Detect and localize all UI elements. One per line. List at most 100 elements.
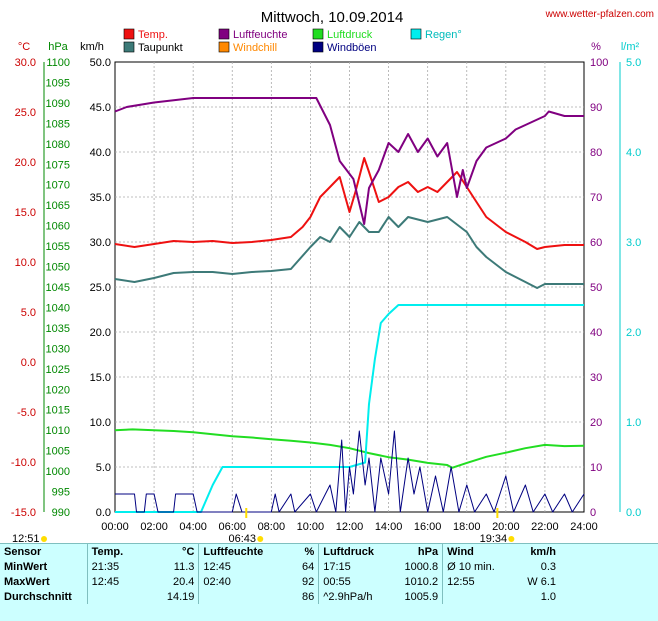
humidity-tick-label: 80 [590,147,602,159]
pressure-tick-label: 1090 [46,98,70,110]
pressure-tick-label: 1030 [46,343,70,355]
stats-header-humidity: Luftfeuchte [198,544,280,559]
series-line [115,304,584,513]
pressure-tick-label: 1035 [46,323,70,335]
legend-label: Luftfeuchte [233,29,287,41]
series-line [114,428,585,469]
rain-tick-label: 3.0 [626,237,641,249]
pressure-tick-label: 1000 [46,466,70,478]
wind-tick-label: 45.0 [90,102,111,114]
wind-tick-label: 15.0 [90,372,111,384]
temp-tick-label: 5.0 [21,307,36,319]
stats-wind-time: 12:55 [442,574,512,589]
x-tick-label: 22:00 [531,521,559,533]
humidity-unit: % [591,41,601,53]
legend-swatch [410,28,422,40]
stats-pressure-time: 00:55 [318,574,390,589]
chart-legend: Temp. Luftfeuchte Luftdruck Regen° Taupunkt W… [123,28,462,54]
stats-humidity-time: 02:40 [198,574,280,589]
pressure-tick-label: 1065 [46,200,70,212]
stats-pressure-value: 1005.9 [404,590,439,603]
legend-label: Regen° [425,29,462,41]
wind-tick-label: 25.0 [90,282,111,294]
humidity-tick-label: 50 [590,282,602,294]
stats-wind-value: 0.3 [540,560,556,573]
x-tick-label: 08:00 [258,521,286,533]
x-tick-label: 06:00 [218,521,246,533]
wind-tick-label: 50.0 [90,57,111,69]
x-tick-label: 18:00 [453,521,481,533]
series-line [114,216,584,289]
temp-tick-label: 15.0 [15,207,36,219]
pressure-tick-label: 1040 [46,302,70,314]
legend-swatch [123,28,135,40]
wind-tick-label: 30.0 [90,237,111,249]
rain-unit: l/m² [621,41,640,53]
time-label: 12:51 [12,533,40,543]
series-lines [114,97,585,513]
stats-temp-value: 20.4 [172,575,195,588]
stats-pressure-value: 1000.8 [404,560,439,573]
temp-unit: °C [18,41,30,53]
rain-tick-label: 1.0 [626,417,641,429]
humidity-tick-label: 70 [590,192,602,204]
wind-tick-label: 10.0 [90,417,111,429]
pressure-tick-label: 1005 [46,446,70,458]
pressure-tick-label: 1085 [46,118,70,130]
wind-tick-label: 35.0 [90,192,111,204]
rain-tick-label: 0.0 [626,507,641,519]
wind-tick-label: 0.0 [96,507,111,519]
plot-grid [115,62,584,512]
stats-temp-time: 21:35 [86,559,140,574]
statistics-table: Sensor Temp. °C Luftfeuchte % Luftdruck … [0,544,560,604]
stats-header-row: Sensor Temp. °C Luftfeuchte % Luftdruck … [0,544,560,559]
legend-swatch [123,41,135,53]
x-tick-label: 00:00 [101,521,129,533]
pressure-tick-label: 1045 [46,282,70,294]
stats-pressure-time: 17:15 [318,559,390,574]
legend-label: Windböen [327,42,377,54]
x-tick-label: 24:00 [570,521,598,533]
series-line [114,157,584,250]
pressure-tick-label: 1070 [46,180,70,192]
wind-unit: km/h [80,41,104,53]
stats-temp-value: 14.19 [166,590,195,603]
temp-tick-label: 30.0 [15,57,36,69]
chart-title: Mittwoch, 10.09.2014 [261,9,404,26]
x-tick-label: 04:00 [179,521,207,533]
axis-ticks: 30.0 25.0 20.0 15.0 10.0 5.0 0.0 -5.0 -10.0 -15.0… [11,57,641,533]
statistics-panel: Sensor Temp. °C Luftfeuchte % Luftdruck … [0,543,658,621]
legend-label: Luftdruck [327,29,373,41]
rain-tick-label: 2.0 [626,327,641,339]
pressure-tick-label: 1055 [46,241,70,253]
pressure-tick-label: 1020 [46,384,70,396]
humidity-tick-label: 90 [590,102,602,114]
pressure-tick-label: 1010 [46,425,70,437]
stats-header-wind-unit: km/h [530,545,556,558]
pressure-tick-label: 1060 [46,221,70,233]
humidity-tick-label: 20 [590,417,602,429]
x-tick-label: 10:00 [297,521,325,533]
temp-tick-label: 25.0 [15,107,36,119]
stats-wind-time [442,589,512,604]
pressure-tick-label: 1100 [46,57,70,69]
temp-tick-label: -5.0 [17,407,36,419]
stats-label: MinWert [4,560,48,573]
x-tick-label: 16:00 [414,521,442,533]
pressure-tick-label: 1080 [46,139,70,151]
stats-row-min: MinWert 21:35 11.3 12:45 64 17:15 1000.8… [0,559,560,574]
temp-tick-label: 10.0 [15,257,36,269]
sunrise-label: 06:43 [228,533,256,543]
stats-pressure-time: ^2.9hPa/h [318,589,390,604]
wind-tick-label: 20.0 [90,327,111,339]
site-link[interactable]: www.wetter-pfalzen.com [545,9,654,20]
legend-swatch [312,28,324,40]
stats-humidity-value: 86 [301,590,315,603]
humidity-tick-label: 60 [590,237,602,249]
stats-label: MaxWert [4,575,50,588]
legend-swatch [312,41,324,53]
temp-tick-label: -15.0 [11,507,36,519]
humidity-tick-label: 100 [590,57,608,69]
series-line [115,430,585,513]
rain-tick-label: 4.0 [626,147,641,159]
